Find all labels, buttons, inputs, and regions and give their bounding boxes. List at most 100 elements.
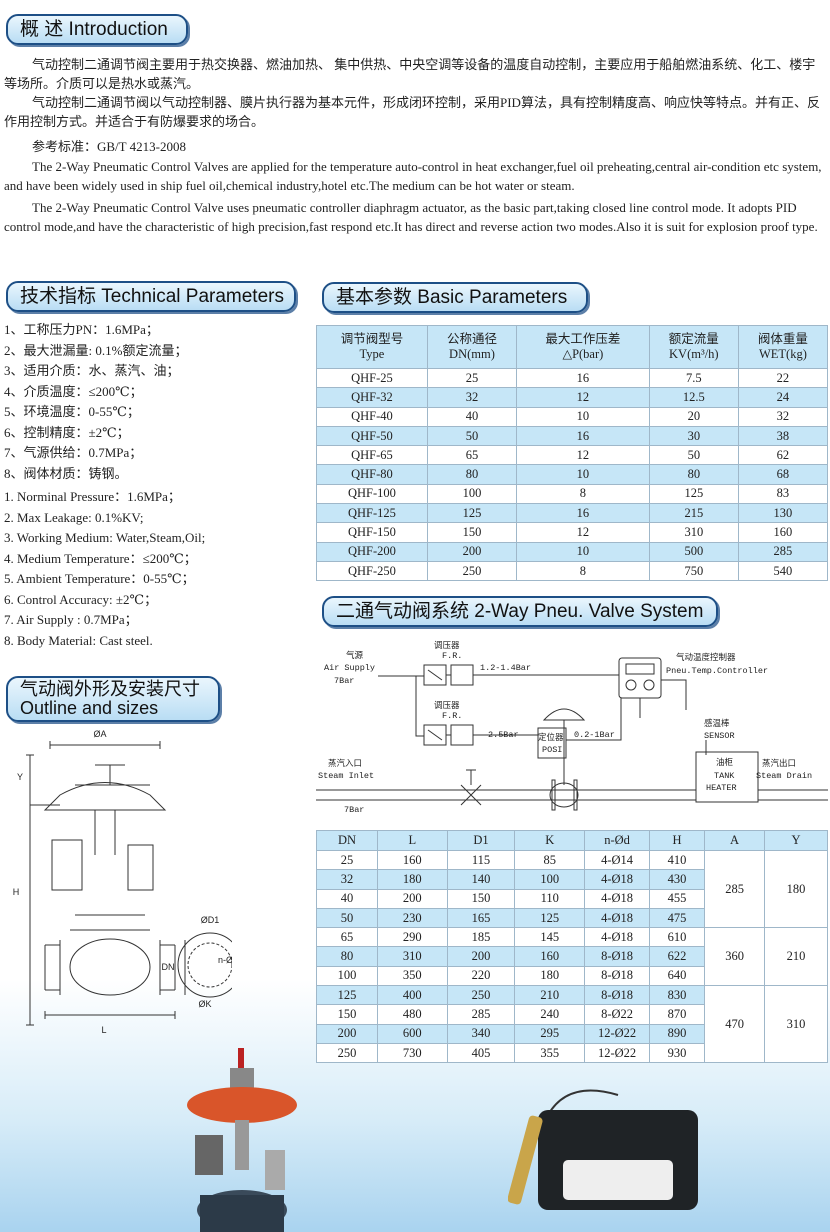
outline-drawing: ØA Y H L ØD1 n-Ød ØK DN (13, 729, 232, 1035)
table-cell: 50 (648, 445, 739, 466)
table-cell: 125 (426, 503, 518, 524)
table-cell: 480 (376, 1004, 448, 1025)
table-cell: 10 (516, 541, 650, 562)
table-cell: 80 (648, 464, 739, 485)
table-cell: QHF-25 (316, 367, 428, 389)
table-cell: 65 (426, 445, 518, 466)
table-cell: 80 (426, 464, 518, 485)
table-cell: 640 (649, 965, 706, 987)
table-cell: 160 (514, 946, 586, 967)
header-en: WET(kg) (758, 347, 807, 361)
table-cell: 220 (446, 965, 516, 987)
table-cell: 200 (446, 946, 516, 967)
header-en: △P(bar) (562, 347, 604, 361)
table-cell: 870 (649, 1004, 706, 1025)
table-cell: 250 (426, 560, 518, 582)
table-cell: 4-Ø18 (584, 888, 651, 909)
table-cell: 8-Ø22 (584, 1004, 651, 1025)
table-cell: 400 (376, 985, 448, 1006)
table-cell: 125 (648, 483, 739, 505)
table-cell: 4-Ø18 (584, 927, 651, 948)
header-cell: D1 (446, 830, 516, 851)
table-cell: 125 (316, 985, 378, 1006)
table-row: 150 480 285 240 8-Ø22 870 (316, 1004, 828, 1025)
table-cell: 8-Ø18 (584, 946, 651, 967)
table-cell: QHF-32 (316, 387, 428, 408)
diagram-label: HEATER (706, 783, 737, 793)
table-cell: 750 (648, 560, 739, 582)
table-cell: 310 (648, 522, 739, 543)
table-row: 125 400 250 210 8-Ø18 830 470 310 (316, 985, 828, 1064)
paragraph: 参考标准：GB/T 4213-2008 (32, 139, 186, 154)
table-cell: 12 (516, 387, 650, 408)
dimension-label: L (101, 1025, 106, 1035)
table-cell: 22 (737, 367, 829, 389)
tech-item: 6、控制精度：±2℃； (4, 424, 130, 440)
table-cell: 125 (514, 907, 586, 929)
diagram-label: 感温棒 (704, 718, 730, 729)
header-cell: n-Ød (584, 830, 651, 851)
tech-item: 3、适用介质：水、蒸汽、油； (4, 363, 180, 378)
basic-table: 调节阀型号 Type 公称通径 DN(mm) 最大工作压差 △P(bar) 额定流量 KV(m… (316, 325, 829, 582)
table-cell: 475 (649, 907, 706, 929)
table-row: QHF-50 50 16 30 38 (316, 425, 829, 447)
section-heading: 气动阀外形及安装尺寸 Outline and sizes (6, 676, 220, 722)
tech-item: 3. Working Medium: Water,Steam,Oil; (4, 530, 206, 545)
table-row: QHF-125 125 16 215 130 (316, 503, 829, 524)
table-cell: 600 (376, 1023, 448, 1044)
table-cell: 100 (514, 869, 586, 890)
merged-cell: 470 (704, 985, 766, 1064)
table-cell: 115 (446, 849, 516, 871)
table-cell: 215 (648, 503, 739, 524)
table-cell: 890 (649, 1023, 706, 1044)
diagram-label: 1.2-1.4Bar (480, 663, 531, 673)
table-cell: 25 (316, 849, 378, 871)
table-cell: 610 (649, 927, 706, 948)
table-cell: 4-Ø14 (584, 849, 651, 871)
table-cell: 100 (316, 965, 378, 987)
tech-item: 4. Medium Temperature：≤200℃； (4, 550, 197, 566)
table-cell: 40 (316, 888, 378, 909)
table-row: QHF-100 100 8 125 83 (316, 483, 829, 505)
table-cell: 80 (316, 946, 378, 967)
diagram-label: 调压器 (434, 701, 460, 711)
header-cell: 最大工作压差 △P(bar) (516, 325, 650, 369)
table-row: 40 200 150 110 4-Ø18 455 (316, 888, 828, 909)
table-cell: 540 (737, 560, 829, 582)
table-cell: 8-Ø18 (584, 985, 651, 1006)
table-cell: 160 (376, 849, 448, 871)
table-cell: 16 (516, 503, 650, 524)
header-cell: H (649, 830, 706, 851)
table-cell: 32 (316, 869, 378, 890)
diagram-label: 7Bar (334, 676, 354, 686)
table-cell: 200 (376, 888, 448, 909)
table-cell: 12-Ø22 (584, 1042, 651, 1064)
table-cell: 230 (376, 907, 448, 929)
table-cell: 10 (516, 464, 650, 485)
table-cell: 165 (446, 907, 516, 929)
table-row: 65 290 185 145 4-Ø18 610 360 210 (316, 927, 828, 987)
table-row: QHF-25 25 16 7.5 22 (316, 367, 829, 389)
table-cell: QHF-50 (316, 425, 428, 447)
table-cell: 405 (446, 1042, 516, 1064)
table-cell: 350 (376, 965, 448, 987)
table-row: 50 230 165 125 4-Ø18 475 (316, 907, 828, 929)
dimension-label: DN (162, 962, 175, 972)
diagram-label: Steam Inlet (318, 771, 374, 781)
header-cell: 调节阀型号 Type (316, 325, 428, 369)
table-cell: 210 (514, 985, 586, 1006)
table-cell: 4-Ø18 (584, 869, 651, 890)
table-cell: 130 (737, 503, 829, 524)
header-en: Type (359, 347, 385, 361)
table-row: QHF-40 40 10 20 32 (316, 406, 829, 427)
table-cell: 185 (446, 927, 516, 948)
tech-item: 5. Ambient Temperature：0-55℃； (4, 571, 195, 586)
dimension-label: ØD1 (201, 915, 220, 925)
table-row: 25 160 115 85 4-Ø14 410 285 180 (316, 849, 828, 929)
table-cell: 25 (426, 367, 518, 389)
table-cell: 830 (649, 985, 706, 1006)
dimension-label: n-Ød (218, 955, 232, 965)
table-cell: 16 (516, 425, 650, 447)
table-cell: 83 (737, 483, 829, 505)
